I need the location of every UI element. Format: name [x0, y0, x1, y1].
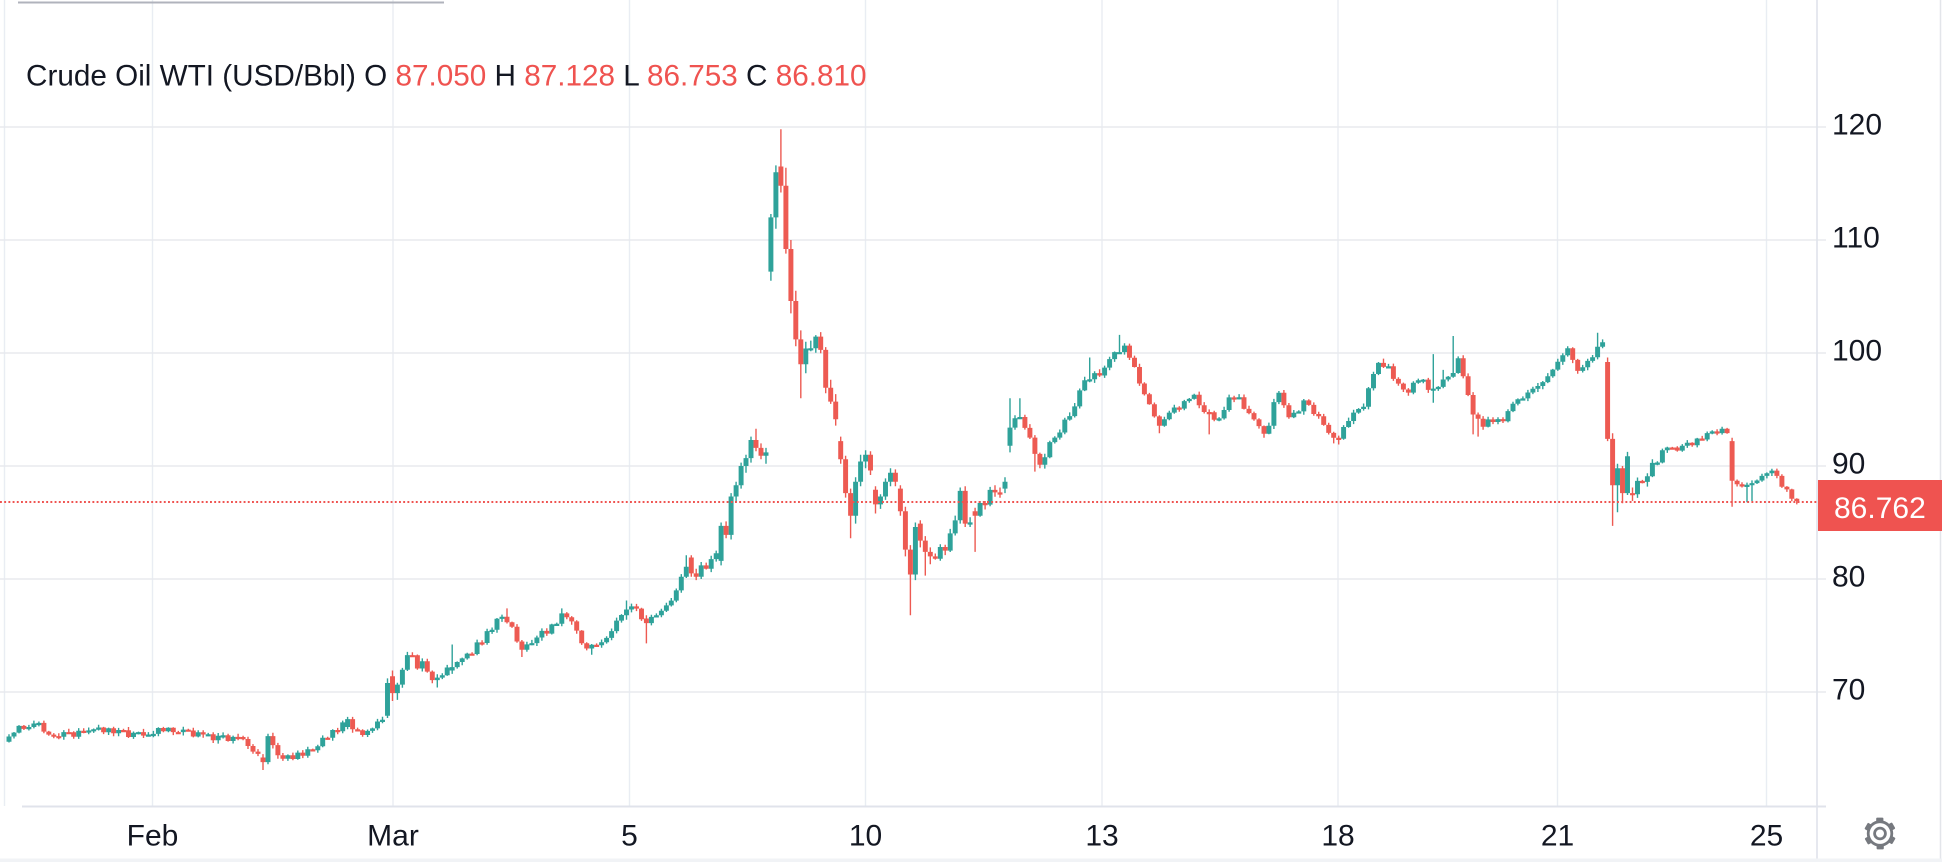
svg-text:110: 110: [1832, 222, 1880, 255]
svg-text:25: 25: [1750, 820, 1783, 853]
svg-text:Feb: Feb: [127, 820, 179, 853]
svg-text:18: 18: [1321, 820, 1354, 853]
svg-text:Crude Oil WTI (USD/Bbl) O 87.0: Crude Oil WTI (USD/Bbl) O 87.050 H 87.12…: [26, 60, 867, 93]
svg-text:90: 90: [1832, 448, 1865, 481]
svg-text:5: 5: [621, 820, 638, 853]
svg-text:70: 70: [1832, 674, 1865, 707]
svg-text:80: 80: [1832, 561, 1865, 594]
svg-text:120: 120: [1832, 109, 1882, 142]
svg-text:10: 10: [849, 820, 882, 853]
svg-text:86.762: 86.762: [1834, 492, 1926, 525]
svg-text:Mar: Mar: [367, 820, 419, 853]
svg-text:13: 13: [1085, 820, 1118, 853]
svg-text:21: 21: [1541, 820, 1574, 853]
svg-text:100: 100: [1832, 335, 1882, 368]
